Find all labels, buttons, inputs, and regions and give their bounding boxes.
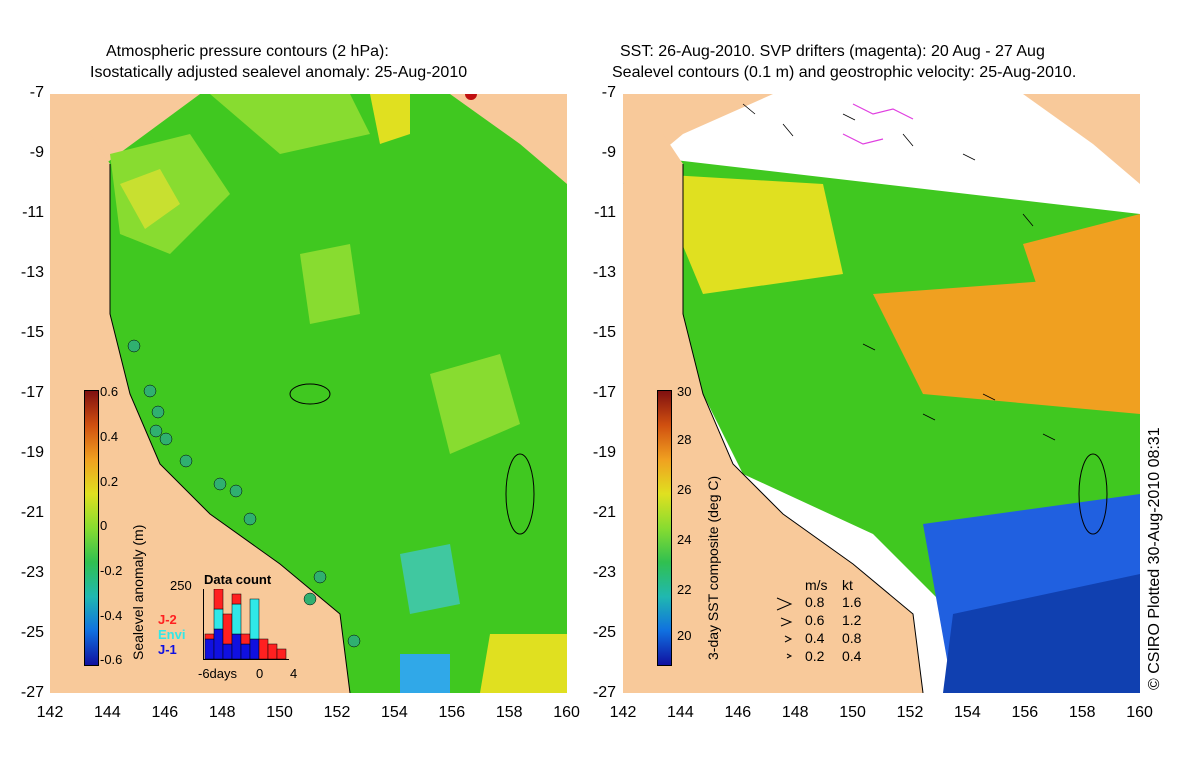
y-tick-label: -17 (592, 384, 616, 401)
sst-colorbar-label: 3-day SST composite (deg C) (705, 475, 721, 660)
x-tick-label: 158 (1068, 704, 1096, 721)
y-tick-label: -27 (592, 684, 616, 701)
x-tick-label: 148 (781, 704, 809, 721)
velocity-legend-ms-0: 0.8 (805, 594, 825, 610)
y-tick-label: -15 (592, 324, 616, 341)
y-tick-label: -9 (29, 144, 44, 161)
right-title-line1: SST: 26-Aug-2010. SVP drifters (magenta)… (620, 43, 1045, 60)
sealevel-colorbar-label: Sealevel anomaly (m) (130, 524, 146, 660)
x-tick-label: 160 (553, 704, 580, 721)
data-count-title: Data count (204, 572, 272, 587)
y-tick-label: -25 (20, 624, 44, 641)
velocity-legend-header-kt: kt (842, 577, 853, 593)
y-tick-label: -27 (20, 684, 44, 701)
velocity-legend-header-ms: m/s (805, 577, 828, 593)
credit-text: © CSIRO Plotted 30-Aug-2010 08:31 (1146, 427, 1163, 690)
sst-tick-3: 24 (677, 532, 692, 547)
y-tick-label: -15 (20, 324, 44, 341)
x-tick-label: 152 (896, 704, 924, 721)
velocity-legend-kt-1: 1.2 (842, 612, 862, 628)
legend-envi: Envi (158, 627, 186, 642)
sealevel-anomaly-map: 0.6 0.4 0.2 0 -0.2 -0.4 -0.6 Sealevel an… (50, 94, 567, 693)
velocity-legend-ms-1: 0.6 (805, 612, 825, 628)
y-tick-label: -7 (601, 84, 616, 101)
x-tick-label: 142 (36, 704, 64, 721)
left-title-line2: Isostatically adjusted sealevel anomaly:… (90, 64, 468, 81)
sealevel-map-graphic (50, 94, 567, 693)
sealevel-tick-3: 0 (100, 518, 108, 533)
y-tick-label: -7 (29, 84, 44, 101)
y-tick-label: -21 (592, 504, 616, 521)
velocity-legend-kt-3: 0.4 (842, 648, 862, 664)
data-count-xlabel-2: 4 (290, 666, 298, 681)
velocity-legend-arrows (776, 597, 793, 659)
sealevel-tick-6: -0.6 (100, 652, 123, 667)
left-title-line1: Atmospheric pressure contours (2 hPa): (106, 43, 389, 60)
y-tick-label: -17 (20, 384, 44, 401)
y-tick-label: -21 (20, 504, 44, 521)
right-title-line2: Sealevel contours (0.1 m) and geostrophi… (612, 64, 1077, 81)
x-tick-label: 150 (266, 704, 293, 721)
sealevel-tick-4: -0.2 (100, 563, 123, 578)
sealevel-tick-1: 0.4 (100, 429, 119, 444)
sst-tick-0: 30 (677, 384, 692, 399)
velocity-legend-kt-2: 0.8 (842, 630, 862, 646)
y-tick-label: -19 (592, 444, 616, 461)
velocity-legend-ms-2: 0.4 (805, 630, 825, 646)
y-tick-label: -13 (592, 264, 616, 281)
y-tick-label: -19 (20, 444, 44, 461)
sealevel-colorbar (84, 390, 99, 666)
x-tick-label: 150 (839, 704, 866, 721)
y-tick-label: -13 (20, 264, 44, 281)
x-tick-label: 142 (609, 704, 637, 721)
y-tick-label: -23 (592, 564, 616, 581)
data-count-xlabel-0: -6days (198, 666, 238, 681)
x-tick-label: 158 (495, 704, 523, 721)
sst-tick-1: 28 (677, 432, 692, 447)
x-tick-label: 154 (954, 704, 981, 721)
sealevel-tick-0: 0.6 (100, 384, 119, 399)
y-tick-label: -11 (594, 204, 616, 221)
data-count-ymax: 250 (170, 578, 192, 593)
sst-map-graphic (623, 94, 1140, 693)
legend-j1: J-1 (158, 642, 177, 657)
sst-tick-5: 20 (677, 628, 692, 643)
x-tick-label: 146 (724, 704, 752, 721)
x-tick-label: 160 (1126, 704, 1153, 721)
x-tick-label: 152 (323, 704, 351, 721)
data-count-xlabel-1: 0 (256, 666, 264, 681)
velocity-legend-ms-3: 0.2 (805, 648, 825, 664)
x-tick-label: 144 (94, 704, 121, 721)
y-tick-label: -25 (592, 624, 616, 641)
velocity-legend-kt-0: 1.6 (842, 594, 862, 610)
y-tick-label: -11 (22, 204, 44, 221)
sealevel-tick-5: -0.4 (100, 608, 123, 623)
x-tick-label: 156 (1011, 704, 1039, 721)
sst-colorbar (657, 390, 672, 666)
sst-map: 30 28 26 24 22 20 3-day SST composite (d… (623, 94, 1140, 693)
x-tick-label: 146 (151, 704, 179, 721)
x-tick-label: 144 (667, 704, 694, 721)
histogram-bars (204, 588, 287, 660)
sealevel-tick-2: 0.2 (100, 474, 119, 489)
sst-tick-2: 26 (677, 482, 692, 497)
sst-tick-4: 22 (677, 582, 692, 597)
legend-j2: J-2 (158, 612, 177, 627)
x-tick-label: 156 (438, 704, 466, 721)
data-count-histogram (203, 588, 289, 660)
x-tick-label: 148 (208, 704, 236, 721)
y-tick-label: -23 (20, 564, 44, 581)
x-tick-label: 154 (381, 704, 408, 721)
y-tick-label: -9 (601, 144, 616, 161)
